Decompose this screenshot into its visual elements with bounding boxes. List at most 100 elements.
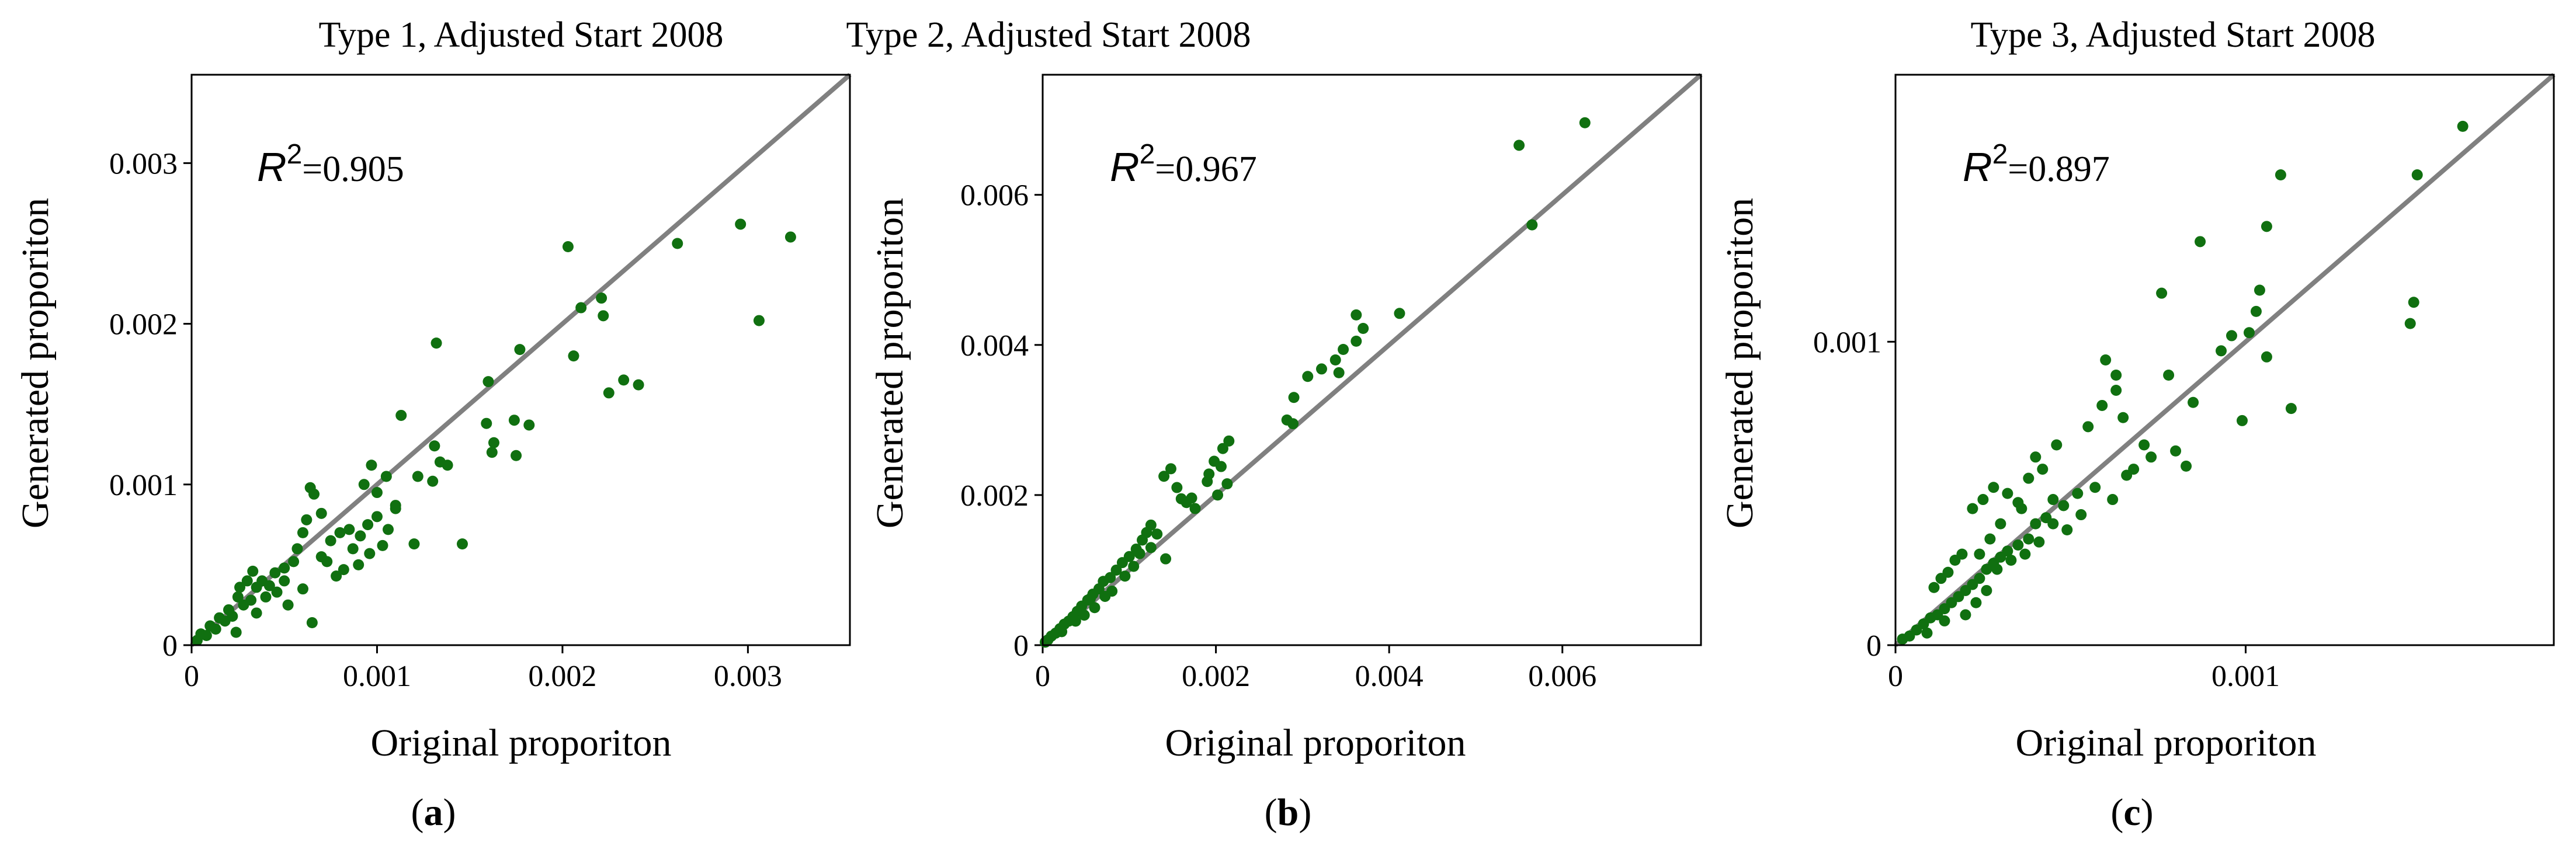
data-point xyxy=(1223,435,1235,447)
subfigure-label: (c) xyxy=(2110,791,2153,834)
data-point xyxy=(511,450,522,461)
data-point xyxy=(488,437,499,448)
data-point xyxy=(442,459,453,471)
data-point xyxy=(247,565,259,577)
y-ticks: 0 0.001 xyxy=(1813,326,1895,663)
data-point xyxy=(355,530,366,542)
data-point xyxy=(321,556,333,568)
data-point xyxy=(1128,560,1140,572)
data-point xyxy=(1089,602,1100,614)
data-point xyxy=(618,374,630,386)
r2-value: =0.897 xyxy=(2008,149,2109,189)
data-point xyxy=(1928,582,1940,593)
plot-frame xyxy=(190,74,851,646)
data-point xyxy=(238,599,249,611)
data-point xyxy=(1991,563,2003,575)
data-point xyxy=(2047,518,2059,530)
x-tick-label: 0 xyxy=(184,660,199,693)
data-point xyxy=(291,543,303,555)
y-tick-label: 0 xyxy=(162,629,178,663)
x-tick-label: 0 xyxy=(1888,660,1903,693)
data-point xyxy=(2411,169,2423,180)
data-point xyxy=(2457,120,2469,132)
data-point xyxy=(2170,445,2182,457)
data-point xyxy=(1897,633,1908,645)
data-point xyxy=(279,575,290,587)
data-point xyxy=(353,559,364,570)
data-point xyxy=(1099,590,1111,602)
data-point xyxy=(308,488,320,500)
data-point xyxy=(1358,323,1369,335)
r2-label: R xyxy=(1110,144,1140,190)
y-tick-label: 0.006 xyxy=(960,179,1029,213)
y-tick-label: 0.002 xyxy=(960,479,1029,513)
data-point xyxy=(214,612,225,624)
data-point xyxy=(1329,354,1341,365)
data-point xyxy=(2181,460,2192,472)
data-point xyxy=(2236,415,2248,426)
x-tick-label: 0.004 xyxy=(1355,660,1424,693)
data-point xyxy=(784,231,796,243)
data-point xyxy=(279,562,290,574)
x-ticks: 0 0.002 0.004 0.006 xyxy=(1035,645,1596,693)
data-point xyxy=(282,599,294,611)
data-point xyxy=(429,440,440,452)
data-point xyxy=(1078,610,1090,621)
data-point xyxy=(1921,627,1933,639)
data-point xyxy=(2110,369,2122,381)
data-point xyxy=(2261,221,2272,232)
data-point xyxy=(1116,557,1128,569)
data-point xyxy=(2037,464,2049,475)
data-point xyxy=(230,626,242,638)
data-point xyxy=(1287,418,1299,430)
x-tick-label: 0.003 xyxy=(714,660,782,693)
data-point xyxy=(598,310,609,322)
y-ticks: 0 0.002 0.004 0.006 xyxy=(960,179,1043,663)
data-point xyxy=(482,376,494,388)
data-point xyxy=(603,387,615,399)
data-point xyxy=(2089,482,2101,493)
data-point xyxy=(1949,554,1961,566)
x-axis-label: Original proporiton xyxy=(2015,722,2316,764)
data-point xyxy=(192,635,203,646)
x-tick-label: 0 xyxy=(1035,660,1050,693)
data-point xyxy=(1967,503,1978,514)
data-point xyxy=(1171,482,1183,493)
data-point xyxy=(325,535,336,546)
data-point xyxy=(1579,117,1591,128)
data-point xyxy=(735,218,747,230)
data-point xyxy=(1981,584,1992,596)
y-tick-label: 0.004 xyxy=(960,329,1029,363)
y-axis-label: Generated proporiton xyxy=(869,198,911,528)
data-point xyxy=(1221,478,1233,490)
data-point xyxy=(1333,367,1345,378)
data-point xyxy=(1984,533,1996,545)
data-point xyxy=(383,524,394,535)
data-point xyxy=(1315,363,1327,375)
data-point xyxy=(380,471,392,482)
r2-label: R xyxy=(1963,144,1992,190)
data-point xyxy=(2138,439,2150,451)
subfigure-label: (a) xyxy=(411,791,456,834)
data-point xyxy=(1181,497,1192,509)
x-tick-label: 0.001 xyxy=(2212,660,2280,693)
data-point xyxy=(481,417,492,429)
data-point xyxy=(1165,463,1176,475)
data-point xyxy=(412,471,423,482)
data-point xyxy=(2226,330,2237,342)
y-axis-label: Generated proporiton xyxy=(1719,198,1761,528)
data-point xyxy=(1960,609,1971,621)
data-point xyxy=(1110,564,1122,576)
data-point xyxy=(1351,309,1362,321)
data-point xyxy=(1137,534,1148,546)
data-point xyxy=(1151,528,1163,540)
data-point xyxy=(2254,284,2265,296)
data-point xyxy=(1160,553,1172,565)
data-point xyxy=(2156,287,2168,299)
data-point xyxy=(2145,451,2157,463)
data-point xyxy=(408,538,420,550)
data-point xyxy=(315,507,327,519)
data-point xyxy=(2096,399,2108,411)
data-point xyxy=(234,582,246,593)
data-point xyxy=(2404,318,2416,329)
